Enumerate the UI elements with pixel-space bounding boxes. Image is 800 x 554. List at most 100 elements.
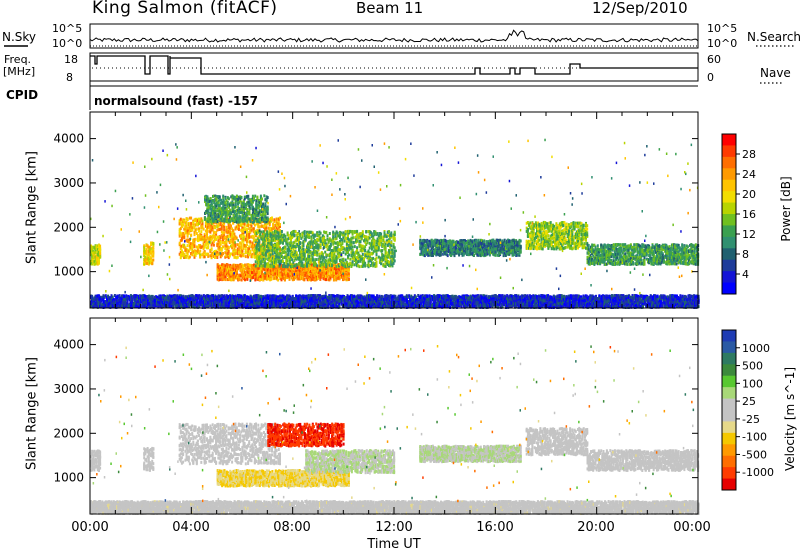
freq-unit: [MHz] [3, 65, 35, 78]
power-region-0 [90, 243, 102, 266]
ytick-label-0: 1000 [53, 471, 84, 485]
colorbar-seg-5 [722, 191, 736, 204]
colorbar-tick-0: 1000 [742, 342, 770, 355]
status-panels [89, 23, 699, 110]
colorbar-seg-11 [722, 259, 736, 272]
colorbar-seg-8 [722, 421, 736, 434]
power-region-3 [216, 263, 350, 282]
colorbar-seg-13 [722, 282, 736, 295]
velocity-region-3 [216, 469, 350, 488]
noise-tick-high-right: 10^5 [707, 22, 737, 35]
colorbar-tick-2: 20 [742, 188, 756, 201]
ytick-label-2: 3000 [53, 176, 84, 190]
colorbar-seg-6 [722, 202, 736, 215]
colorbar-seg-7 [722, 214, 736, 226]
colorbar-tick-1: 500 [742, 360, 763, 373]
power-region-7 [525, 220, 589, 251]
xtick-3: 12:00 [374, 520, 414, 535]
nave-tick-low: 0 [707, 71, 714, 84]
colorbar-seg-1 [722, 145, 736, 158]
velocity-region-9 [90, 500, 700, 515]
colorbar-seg-0 [722, 134, 736, 146]
freq-trace [90, 55, 698, 75]
velocity-region-0 [90, 449, 102, 472]
noise-sky-trace [89, 29, 699, 44]
station-title: King Salmon (fitACF) [92, 0, 278, 18]
cpid-label: CPID [6, 88, 38, 102]
xtick-1: 04:00 [171, 520, 211, 535]
colorbar-seg-12 [722, 467, 736, 480]
colorbar-seg-13 [722, 478, 736, 491]
colorbar-seg-3 [722, 364, 736, 377]
ytick-label-2: 3000 [53, 382, 84, 396]
velocity-yticks: 1000 2000 3000 4000 [53, 338, 698, 485]
velocity-colorbar: 1000 500 100 25 -25 -100 -500 -1000 [721, 329, 774, 491]
nave-dots-icon [760, 82, 784, 84]
freq-tick-high: 18 [64, 53, 78, 66]
colorbar-tick-5: -100 [742, 431, 767, 444]
colorbar-seg-0 [722, 330, 736, 342]
colorbar-seg-9 [722, 432, 736, 445]
power-xticks [89, 112, 699, 308]
colorbar-tick-7: -1000 [742, 466, 774, 479]
colorbar-tick-5: 8 [742, 248, 749, 261]
xtick-4: 16:00 [475, 520, 515, 535]
date-title: 12/Sep/2010 [592, 0, 688, 17]
beam-title: Beam 11 [356, 0, 423, 17]
colorbar-tick-3: 16 [742, 208, 756, 221]
colorbar-tick-0: 28 [742, 148, 756, 161]
power-region-8 [586, 243, 700, 266]
velocity-region-6 [419, 444, 522, 464]
colorbar-seg-12 [722, 271, 736, 284]
power-region-9 [90, 294, 700, 309]
velocity-ylabel: Slant Range [km] [25, 354, 40, 474]
power-region-5 [204, 194, 269, 224]
power-scatter [90, 138, 699, 295]
power-colorbar: 28 24 20 16 12 8 4 [721, 133, 756, 295]
colorbar-tick-2: 100 [742, 377, 763, 390]
power-ylabel: Slant Range [km] [25, 148, 40, 268]
colorbar-seg-2 [722, 156, 736, 169]
nave-tick-high: 60 [707, 53, 721, 66]
power-panel-frame [90, 112, 698, 308]
nave-label: Nave [760, 66, 791, 80]
noise-trace [89, 29, 699, 47]
colorbar-seg-5 [722, 387, 736, 400]
ytick-label-1: 2000 [53, 426, 84, 440]
power-colorbar-label: Power [dB] [779, 159, 793, 259]
noise-tick-high-left: 10^5 [52, 22, 82, 35]
xtick-6: 00:00 [672, 520, 712, 535]
colorbar-seg-9 [722, 236, 736, 249]
velocity-xticks [89, 318, 699, 514]
colorbar-seg-8 [722, 225, 736, 238]
freq-tick-low: 8 [66, 71, 73, 84]
velocity-panel: 1000 2000 3000 4000 [53, 317, 700, 515]
cpid-text: normalsound (fast) -157 [94, 94, 258, 108]
colorbar-tick-3: 25 [742, 395, 756, 408]
nsky-label: N.Sky [2, 30, 36, 44]
noise-tick-low-left: 10^0 [52, 37, 82, 50]
xtick-2: 08:00 [272, 520, 312, 535]
colorbar-seg-2 [722, 352, 736, 365]
velocity-panel-frame [90, 318, 698, 514]
colorbar-seg-6 [722, 398, 736, 411]
colorbar-seg-1 [722, 341, 736, 354]
ytick-label-3: 4000 [53, 132, 84, 146]
velocity-colorbar-label: Velocity [m s^-1] [783, 359, 797, 479]
colorbar-seg-10 [722, 444, 736, 457]
freq-panel-frame [89, 52, 699, 82]
xlabel: Time UT [344, 537, 444, 552]
power-region-1 [143, 241, 155, 266]
colorbar-tick-6: 4 [742, 268, 749, 281]
velocity-scatter [92, 345, 695, 503]
xtick-0: 00:00 [70, 520, 110, 535]
noise-tick-low-right: 10^0 [707, 37, 737, 50]
nsky-line-icon [4, 45, 28, 47]
velocity-region-1 [143, 446, 155, 472]
power-panel: 1000 2000 3000 4000 [53, 111, 700, 309]
power-region-4 [254, 229, 396, 269]
colorbar-seg-10 [722, 248, 736, 261]
colorbar-seg-11 [722, 455, 736, 468]
velocity-region-7 [525, 426, 589, 457]
